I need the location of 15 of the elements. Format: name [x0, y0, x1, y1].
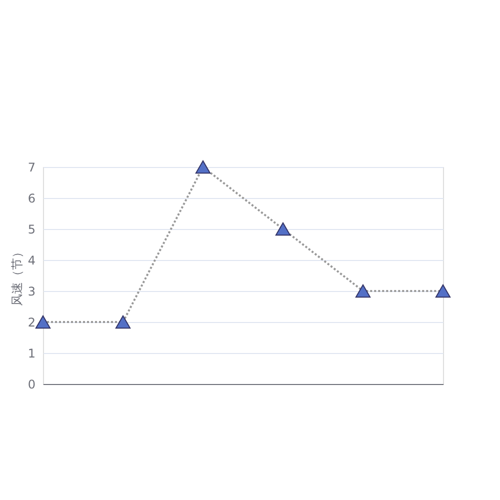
y-tick-label: 6 [28, 192, 36, 206]
y-tick-label: 0 [28, 378, 36, 392]
point [355, 284, 371, 298]
y-tick-label: 5 [28, 222, 36, 236]
y-tick-label: 4 [28, 254, 36, 268]
point [435, 284, 451, 298]
y-tick-label: 1 [28, 346, 36, 360]
point [115, 315, 131, 329]
point [35, 315, 51, 329]
y-tick-label: 7 [28, 160, 36, 174]
point [195, 160, 211, 174]
y-axis-title: 风速（节） [10, 246, 24, 306]
y-tick-label: 3 [28, 284, 36, 298]
point [275, 222, 291, 236]
y-tick-label: 2 [28, 316, 36, 330]
